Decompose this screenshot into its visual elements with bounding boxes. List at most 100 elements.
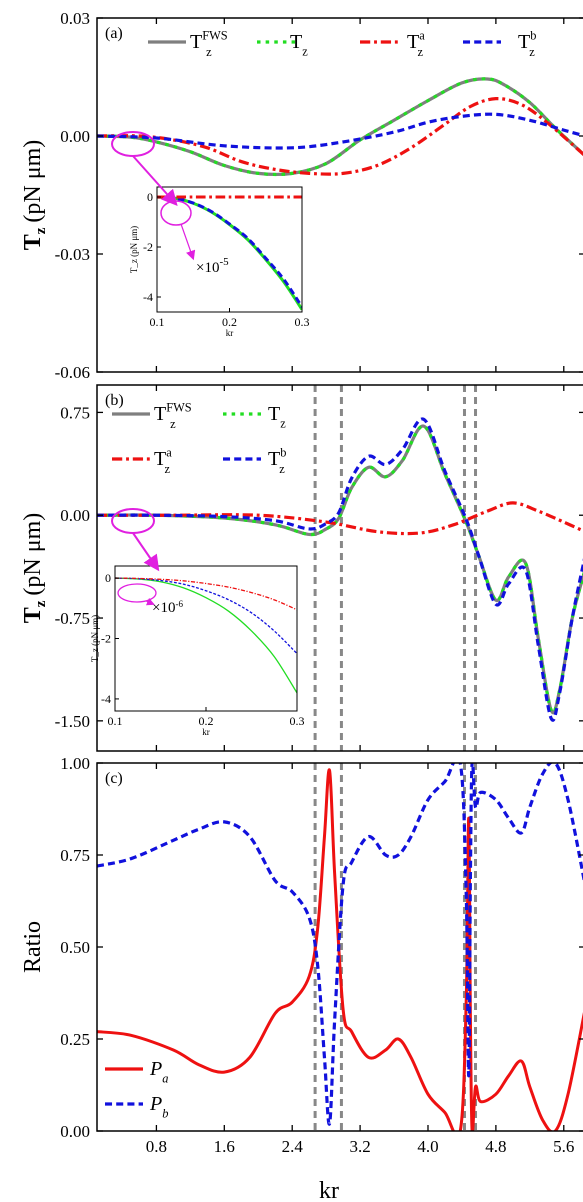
series-line	[97, 77, 583, 177]
legend-label: Tz	[268, 403, 286, 431]
legend-main: T	[290, 31, 302, 53]
legend-sub: z	[279, 462, 285, 476]
legend-label: Tz	[290, 31, 308, 59]
inset-x-tick-label: 0.3	[290, 714, 305, 728]
x-axis-title: kr	[319, 1178, 339, 1202]
y-tick-label: 0.03	[60, 9, 90, 28]
inset-y-tick-label: 0	[147, 190, 153, 204]
series-line	[97, 97, 583, 176]
legend-main: T	[154, 448, 166, 470]
legend-main: T	[154, 403, 166, 425]
inset-arrow	[145, 597, 155, 606]
multiplier-exponent: -6	[175, 599, 183, 609]
legend-label: Pb	[149, 1093, 168, 1121]
legend-sub: z	[206, 45, 212, 59]
legend-label: Tb z	[518, 29, 536, 59]
inset-series-line	[157, 195, 302, 308]
legend-sup: FWS	[202, 29, 228, 43]
inset-series-line	[115, 577, 297, 611]
legend-sup: b	[530, 29, 536, 43]
legend-sub: z	[165, 462, 171, 476]
inset-x-tick-label: 0.1	[150, 315, 165, 329]
y-axis-title-main: T	[20, 234, 46, 250]
y-tick-label: -0.06	[55, 363, 90, 382]
inset-y-tick-label: -2	[101, 632, 111, 646]
y-axis-title-sub: z	[33, 600, 49, 607]
inset-y-label: T_z (pN μm)	[129, 226, 139, 273]
inset-x-tick-label: 0.2	[199, 714, 214, 728]
series-line	[97, 763, 583, 1126]
legend-main: T	[268, 448, 280, 470]
plot-frame	[96, 17, 583, 373]
inset-background	[115, 566, 297, 711]
y-axis-title-sub: z	[33, 227, 49, 234]
legend-sup: a	[166, 446, 172, 460]
inset-highlight-ellipse	[117, 583, 157, 603]
x-tick-label: 4.0	[417, 1137, 438, 1156]
x-tick-label: 5.6	[553, 1137, 574, 1156]
panel-label: (b)	[105, 392, 124, 409]
legend-main: T	[190, 31, 202, 53]
y-axis-title: Ratio	[20, 921, 46, 973]
y-tick-label: -0.75	[55, 609, 90, 628]
legend-label: Pa	[149, 1058, 168, 1086]
multiplier-base: ×10	[196, 260, 219, 276]
inset-x-tick-label: 0.1	[108, 714, 123, 728]
highlight-ellipse	[111, 508, 155, 534]
inset-panel: 0.1 0.2 0.3 0 -2 -4 kr T_z (pN μm) ×10-5	[129, 186, 310, 338]
y-axis-title: Tz (pN μm)	[20, 140, 49, 251]
plot-frame	[96, 384, 583, 752]
y-tick-label: -1.50	[55, 712, 90, 731]
y-tick-label: 0.00	[60, 1122, 90, 1141]
y-tick-label: 1.00	[60, 754, 90, 773]
zoom-arrow	[132, 532, 160, 572]
inset-x-tick-label: 0.2	[222, 315, 237, 329]
y-axis-title: Tz (pN μm)	[20, 513, 49, 624]
panel-label: (c)	[105, 770, 123, 787]
inset-y-tick-label: -4	[101, 692, 111, 706]
y-axis-title-unit: (pN μm)	[20, 513, 46, 596]
series-line	[97, 417, 583, 722]
multiplier-label: ×10-6	[152, 599, 183, 616]
series-line	[97, 112, 583, 150]
series-line	[97, 501, 583, 536]
multiplier-base: ×10	[152, 600, 175, 616]
zoom-arrow	[132, 155, 178, 206]
inset-y-tick-label: -4	[143, 290, 153, 304]
legend-label: TFWS z	[154, 401, 192, 431]
x-tick-label: 3.2	[349, 1137, 370, 1156]
x-tick-label: 1.6	[214, 1137, 235, 1156]
legend-label: Ta z	[407, 29, 425, 59]
legend-sub: z	[529, 45, 535, 59]
inset-arrow	[180, 223, 196, 261]
legend-main: T	[407, 31, 419, 53]
legend-main: T	[518, 31, 530, 53]
legend-label: Tb z	[268, 446, 286, 476]
y-tick-label: 0.00	[60, 127, 90, 146]
legend-main: P	[149, 1093, 162, 1115]
panel-a: -0.06-0.030.000.03(a) TFWS z Tz Ta z Tb z	[55, 9, 583, 382]
legend-main: T	[268, 403, 280, 425]
inset-background	[157, 187, 302, 312]
legend-sub: z	[302, 45, 308, 59]
inset-x-label: kr	[202, 727, 210, 737]
inset-y-tick-label: 0	[105, 571, 111, 585]
legend-label: Ta z	[154, 446, 172, 476]
inset-panel: 0.1 0.2 0.3 0 -2 -4 kr T_z (pN μm) ×10-6	[90, 565, 305, 737]
legend-label: TFWS z	[190, 29, 228, 59]
legend-sub: z	[418, 45, 424, 59]
x-tick-label: 2.4	[282, 1137, 304, 1156]
y-axis-title-unit: (pN μm)	[20, 140, 46, 223]
y-tick-label: 0.50	[60, 938, 90, 957]
y-tick-label: 0.75	[60, 403, 90, 422]
legend-sup: FWS	[166, 401, 192, 415]
inset-y-label: T_z (pN μm)	[90, 615, 100, 662]
y-tick-label: 0.00	[60, 506, 90, 525]
y-tick-label: -0.03	[55, 245, 90, 264]
legend-main: P	[149, 1058, 162, 1080]
legend-sub: a	[162, 1072, 168, 1086]
panel-c: 0.00 0.25 0.50 0.75 1.00 0.8 1.6 2.4 3.2 4.0 4.8 5.…	[60, 754, 583, 1202]
legend-sub: b	[162, 1107, 168, 1121]
multiplier-exponent: -5	[219, 256, 229, 268]
